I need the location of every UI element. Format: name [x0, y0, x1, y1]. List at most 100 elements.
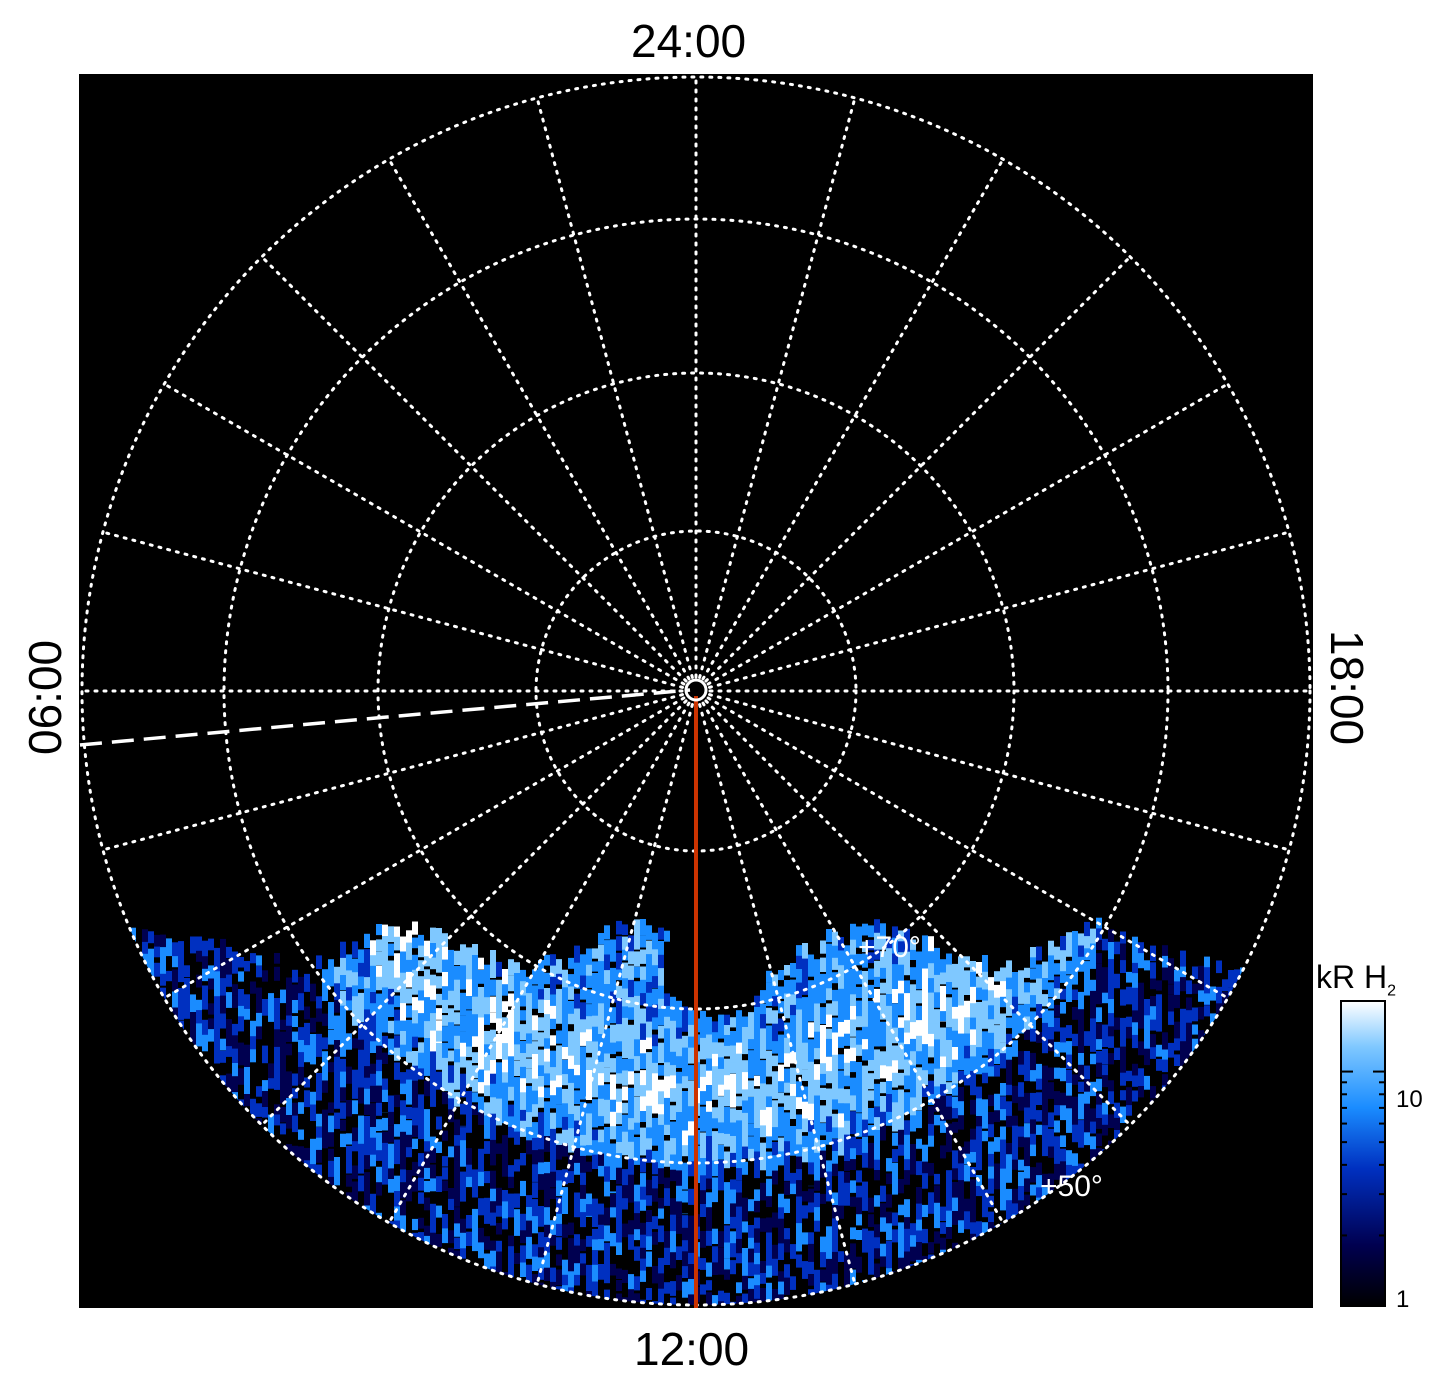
emission-pixel [730, 1189, 736, 1206]
emission-pixel [472, 955, 478, 971]
emission-pixel [826, 943, 832, 966]
emission-pixel [436, 1163, 442, 1188]
emission-pixel [574, 1008, 580, 1032]
emission-pixel [250, 1098, 256, 1123]
emission-pixel [1000, 1042, 1006, 1062]
emission-pixel [742, 1146, 748, 1159]
emission-pixel [406, 959, 412, 983]
emission-pixel [982, 1057, 988, 1081]
emission-pixel [322, 1109, 328, 1123]
emission-pixel [646, 1251, 652, 1267]
emission-pixel [820, 1140, 826, 1158]
emission-pixel [286, 977, 292, 996]
emission-pixel [1114, 1031, 1120, 1056]
emission-pixel [622, 1131, 628, 1148]
emission-pixel [514, 1000, 520, 1020]
emission-pixel [1102, 1003, 1108, 1016]
emission-pixel [640, 966, 646, 985]
emission-pixel [616, 1009, 622, 1029]
emission-pixel [496, 1003, 502, 1026]
emission-pixel [310, 1001, 316, 1022]
emission-pixel [958, 1220, 964, 1238]
emission-pixel [1102, 981, 1108, 995]
emission-pixel [460, 1184, 466, 1208]
emission-pixel [964, 1211, 970, 1230]
emission-pixel [1150, 996, 1156, 1007]
emission-pixel [196, 974, 202, 988]
emission-pixel [856, 1185, 862, 1203]
emission-pixel [646, 992, 652, 1017]
emission-pixel [1132, 948, 1138, 967]
emission-pixel [412, 1178, 418, 1203]
emission-pixel [334, 1028, 340, 1050]
emission-pixel [418, 1217, 424, 1229]
emission-pixel [424, 1167, 430, 1180]
emission-pixel [922, 1044, 928, 1067]
emission-pixel [598, 1061, 604, 1075]
emission-pixel [568, 1183, 574, 1197]
emission-pixel [946, 1137, 952, 1153]
emission-pixel [712, 1053, 718, 1073]
emission-pixel [1030, 1082, 1036, 1093]
emission-pixel [922, 958, 928, 974]
emission-pixel [730, 1179, 736, 1199]
emission-pixel [748, 1148, 754, 1161]
emission-pixel [934, 1142, 940, 1163]
emission-pixel [1162, 997, 1168, 1018]
emission-pixel [256, 1103, 262, 1117]
emission-pixel [682, 1162, 688, 1185]
emission-pixel [418, 1203, 424, 1222]
emission-pixel [832, 1001, 838, 1016]
meridian-line [162, 696, 686, 1000]
emission-pixel [1120, 973, 1126, 984]
emission-pixel [652, 976, 658, 988]
emission-pixel [280, 1031, 286, 1052]
emission-pixel [826, 1144, 832, 1162]
emission-pixel [676, 1170, 682, 1194]
emission-pixel [220, 1050, 226, 1064]
emission-pixel [1132, 987, 1138, 1012]
emission-pixel [928, 978, 934, 994]
emission-pixel [688, 1176, 694, 1193]
emission-pixel [958, 987, 964, 1012]
emission-pixel [208, 938, 214, 951]
emission-pixel [592, 1115, 598, 1128]
emission-pixel [448, 1122, 454, 1133]
meridian-line [162, 382, 686, 686]
emission-pixel [472, 944, 478, 963]
emission-pixel [1120, 1030, 1126, 1047]
emission-pixel [994, 1179, 1000, 1190]
emission-pixel [580, 1275, 586, 1293]
emission-pixel [994, 1110, 1000, 1123]
emission-pixel [952, 1197, 958, 1220]
emission-pixel [718, 1160, 724, 1182]
emission-pixel [250, 1062, 256, 1074]
emission-pixel [538, 989, 544, 1001]
emission-pixel [592, 1026, 598, 1050]
emission-pixel [454, 1177, 460, 1201]
colorbar-title-text: kR H [1316, 959, 1388, 995]
emission-pixel [976, 962, 982, 974]
emission-pixel [232, 1076, 238, 1100]
emission-pixel [652, 1117, 658, 1137]
emission-pixel [238, 1068, 244, 1090]
emission-pixel [856, 1230, 862, 1240]
emission-pixel [766, 1039, 772, 1050]
emission-pixel [1102, 1024, 1108, 1040]
emission-pixel [664, 1293, 670, 1305]
emission-pixel [406, 1051, 412, 1063]
emission-pixel [1234, 969, 1240, 987]
emission-pixel [802, 1247, 808, 1260]
emission-pixel [772, 1084, 778, 1099]
emission-pixel [898, 952, 904, 975]
emission-pixel [454, 979, 460, 1003]
emission-pixel [970, 1070, 976, 1088]
emission-pixel [802, 1232, 808, 1245]
emission-pixel [1120, 1106, 1126, 1128]
emission-pixel [466, 1032, 472, 1051]
emission-pixel [364, 1155, 370, 1170]
emission-pixel [1192, 966, 1198, 979]
emission-pixel [634, 1184, 640, 1208]
emission-pixel [934, 1051, 940, 1075]
emission-pixel [658, 1114, 664, 1133]
